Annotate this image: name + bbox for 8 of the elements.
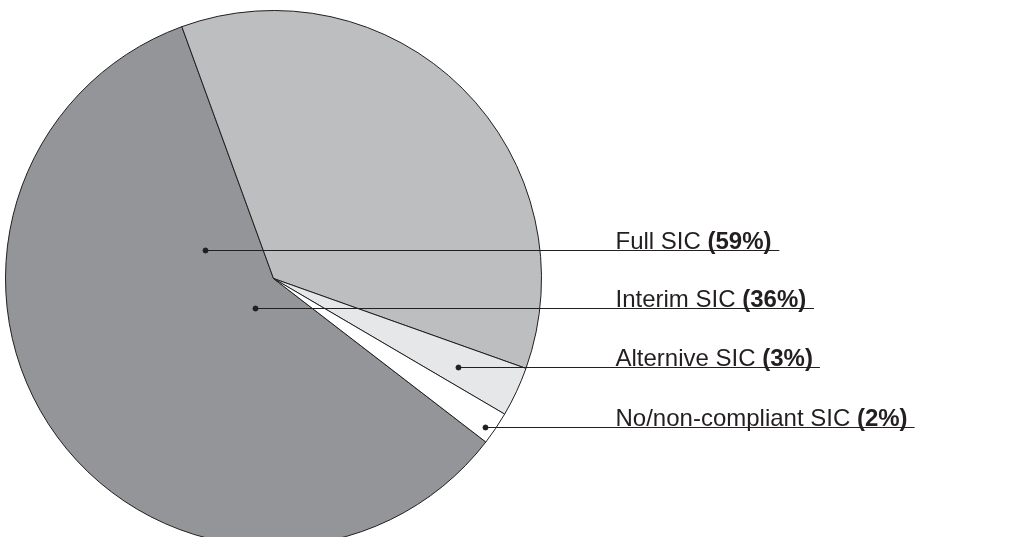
data-label: (36%) bbox=[742, 285, 807, 312]
slice-label: No/non-compliant SIC bbox=[615, 404, 851, 431]
data-label: (59%) bbox=[707, 227, 772, 254]
data-label: (2%) bbox=[856, 404, 908, 431]
slice-label: Full SIC bbox=[615, 227, 701, 254]
data-label: (3%) bbox=[762, 344, 813, 371]
slice-label: Alternive SIC bbox=[615, 344, 756, 371]
slice-label: Interim SIC bbox=[615, 285, 736, 312]
